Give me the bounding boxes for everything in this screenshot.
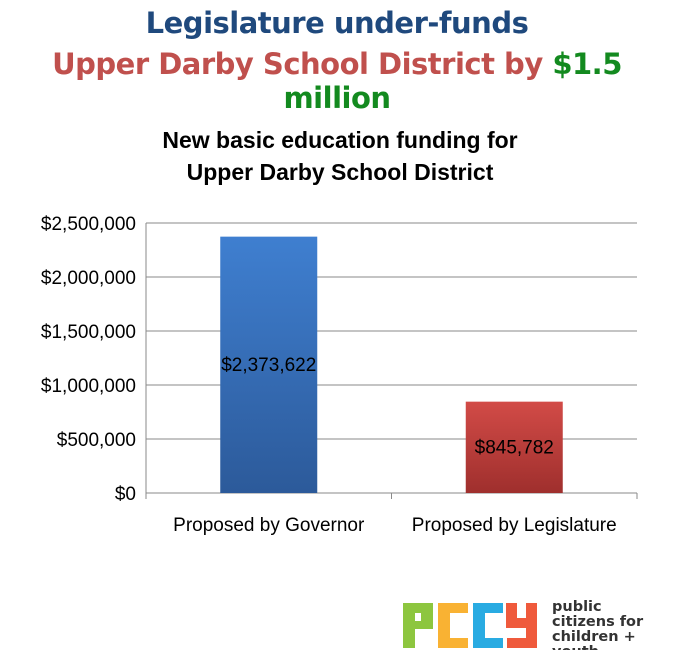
bar [220, 236, 318, 494]
headline-district: Upper Darby School District by [52, 47, 553, 81]
data-label: $845,782 [475, 437, 554, 458]
y-tick-label: $2,000,000 [41, 268, 136, 289]
chart-title-line: Upper Darby School District [187, 159, 494, 185]
headline-line-2: Upper Darby School District by $1.5 mill… [0, 47, 674, 115]
y-tick-label: $0 [115, 484, 136, 505]
pccy-logo [403, 603, 537, 648]
data-label: $2,373,622 [221, 355, 316, 376]
x-tick-label: Proposed by Governor [173, 515, 365, 536]
logo-letter-p [403, 603, 433, 648]
y-tick-label: $500,000 [57, 430, 136, 451]
logo-letter-c [473, 603, 503, 648]
logo-text-line: children + youth [552, 629, 636, 650]
y-tick-label: $1,000,000 [41, 376, 136, 397]
logo-text-line: citizens for [552, 614, 644, 630]
logo-text: public citizens for children + youth [552, 600, 674, 650]
logo-letter-y [506, 603, 537, 648]
chart-title-line: New basic education funding for [162, 127, 517, 153]
logo-text-line: public [552, 599, 602, 615]
logo-letter-c [438, 603, 468, 648]
headline-line-1: Legislature under-funds [145, 6, 529, 40]
bar [465, 401, 563, 493]
headline-amount: $1.5 million [283, 47, 622, 115]
y-tick-label: $2,500,000 [41, 214, 136, 235]
x-tick-label: Proposed by Legislature [412, 515, 617, 536]
y-tick-label: $1,500,000 [41, 322, 136, 343]
